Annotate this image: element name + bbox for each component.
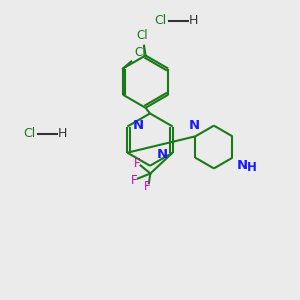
Text: H: H (247, 161, 256, 174)
Text: H: H (188, 14, 198, 27)
Text: F: F (134, 157, 140, 169)
Text: F: F (131, 174, 137, 188)
Text: F: F (144, 180, 151, 194)
Text: N: N (157, 148, 168, 161)
Text: H: H (58, 127, 67, 140)
Text: N: N (188, 119, 200, 132)
Text: N: N (132, 118, 143, 131)
Text: Cl: Cl (154, 14, 167, 27)
Text: Cl: Cl (23, 127, 36, 140)
Text: N: N (237, 159, 248, 172)
Text: Cl: Cl (137, 29, 148, 42)
Text: Cl: Cl (134, 46, 146, 59)
